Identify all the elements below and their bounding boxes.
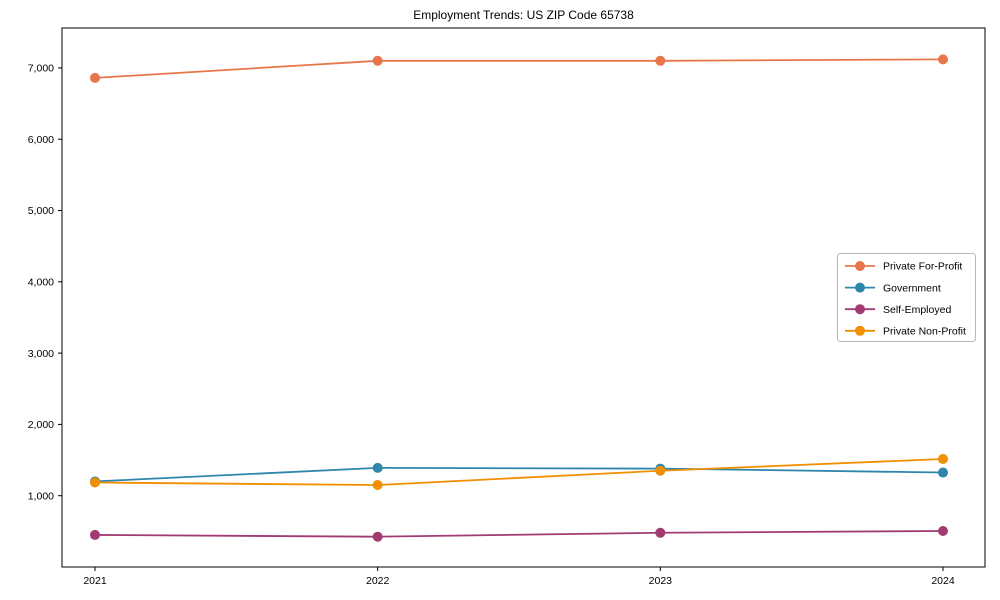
legend-entry-private-for-profit: Private For-Profit <box>845 261 962 273</box>
y-tick-label: 1,000 <box>28 490 54 502</box>
y-tick-label: 5,000 <box>28 205 54 217</box>
legend-marker-dot <box>855 304 865 315</box>
series-line-private-for-profit <box>94 58 944 79</box>
plot-frame <box>61 27 986 568</box>
legend-marker-dot <box>855 261 865 271</box>
chart-title: Employment Trends: US ZIP Code 65738 <box>413 8 634 22</box>
data-point-private-for-profit-2023 <box>655 55 666 66</box>
series-line-self-employed <box>94 530 944 538</box>
data-point-self-employed-2021 <box>90 529 100 540</box>
data-point-private-for-profit-2022 <box>372 55 383 66</box>
y-tick-label: 3,000 <box>28 348 54 360</box>
x-tick-label: 2023 <box>649 575 673 587</box>
x-tick-label: 2024 <box>931 575 955 587</box>
data-point-private-non-profit-2024 <box>938 453 948 464</box>
data-point-self-employed-2024 <box>938 525 948 536</box>
y-tick-label: 4,000 <box>28 277 54 289</box>
data-point-private-for-profit-2021 <box>90 72 100 83</box>
series-line-government <box>94 466 944 483</box>
y-tick-label: 6,000 <box>28 134 54 146</box>
legend-box <box>837 253 976 342</box>
y-tick-label: 7,000 <box>28 63 54 75</box>
legend-entry-government: Government <box>845 282 941 294</box>
data-point-government-2022 <box>372 462 383 473</box>
legend-marker-dot <box>855 282 865 293</box>
y-tick-label: 2,000 <box>28 419 54 431</box>
x-tick-label: 2022 <box>366 575 390 587</box>
data-point-self-employed-2022 <box>372 531 383 542</box>
legend-label: Government <box>883 282 941 294</box>
legend-entry-private-non-profit: Private Non-Profit <box>845 326 966 338</box>
data-point-private-non-profit-2021 <box>90 477 100 488</box>
data-point-government-2024 <box>938 467 948 478</box>
data-point-private-non-profit-2022 <box>372 480 383 491</box>
legend: Private For-Profit Government Self-Employe… <box>837 253 976 342</box>
legend-label: Private Non-Profit <box>883 326 966 338</box>
series-line-private-non-profit <box>94 458 944 486</box>
legend-marker-dot <box>855 325 865 336</box>
legend-entry-self-employed: Self-Employed <box>845 304 951 316</box>
data-point-private-non-profit-2023 <box>655 465 666 476</box>
x-tick-label: 2021 <box>83 575 107 587</box>
legend-label: Private For-Profit <box>883 261 962 273</box>
data-point-private-for-profit-2024 <box>938 54 948 65</box>
data-point-self-employed-2023 <box>655 527 666 538</box>
legend-label: Self-Employed <box>883 304 951 316</box>
